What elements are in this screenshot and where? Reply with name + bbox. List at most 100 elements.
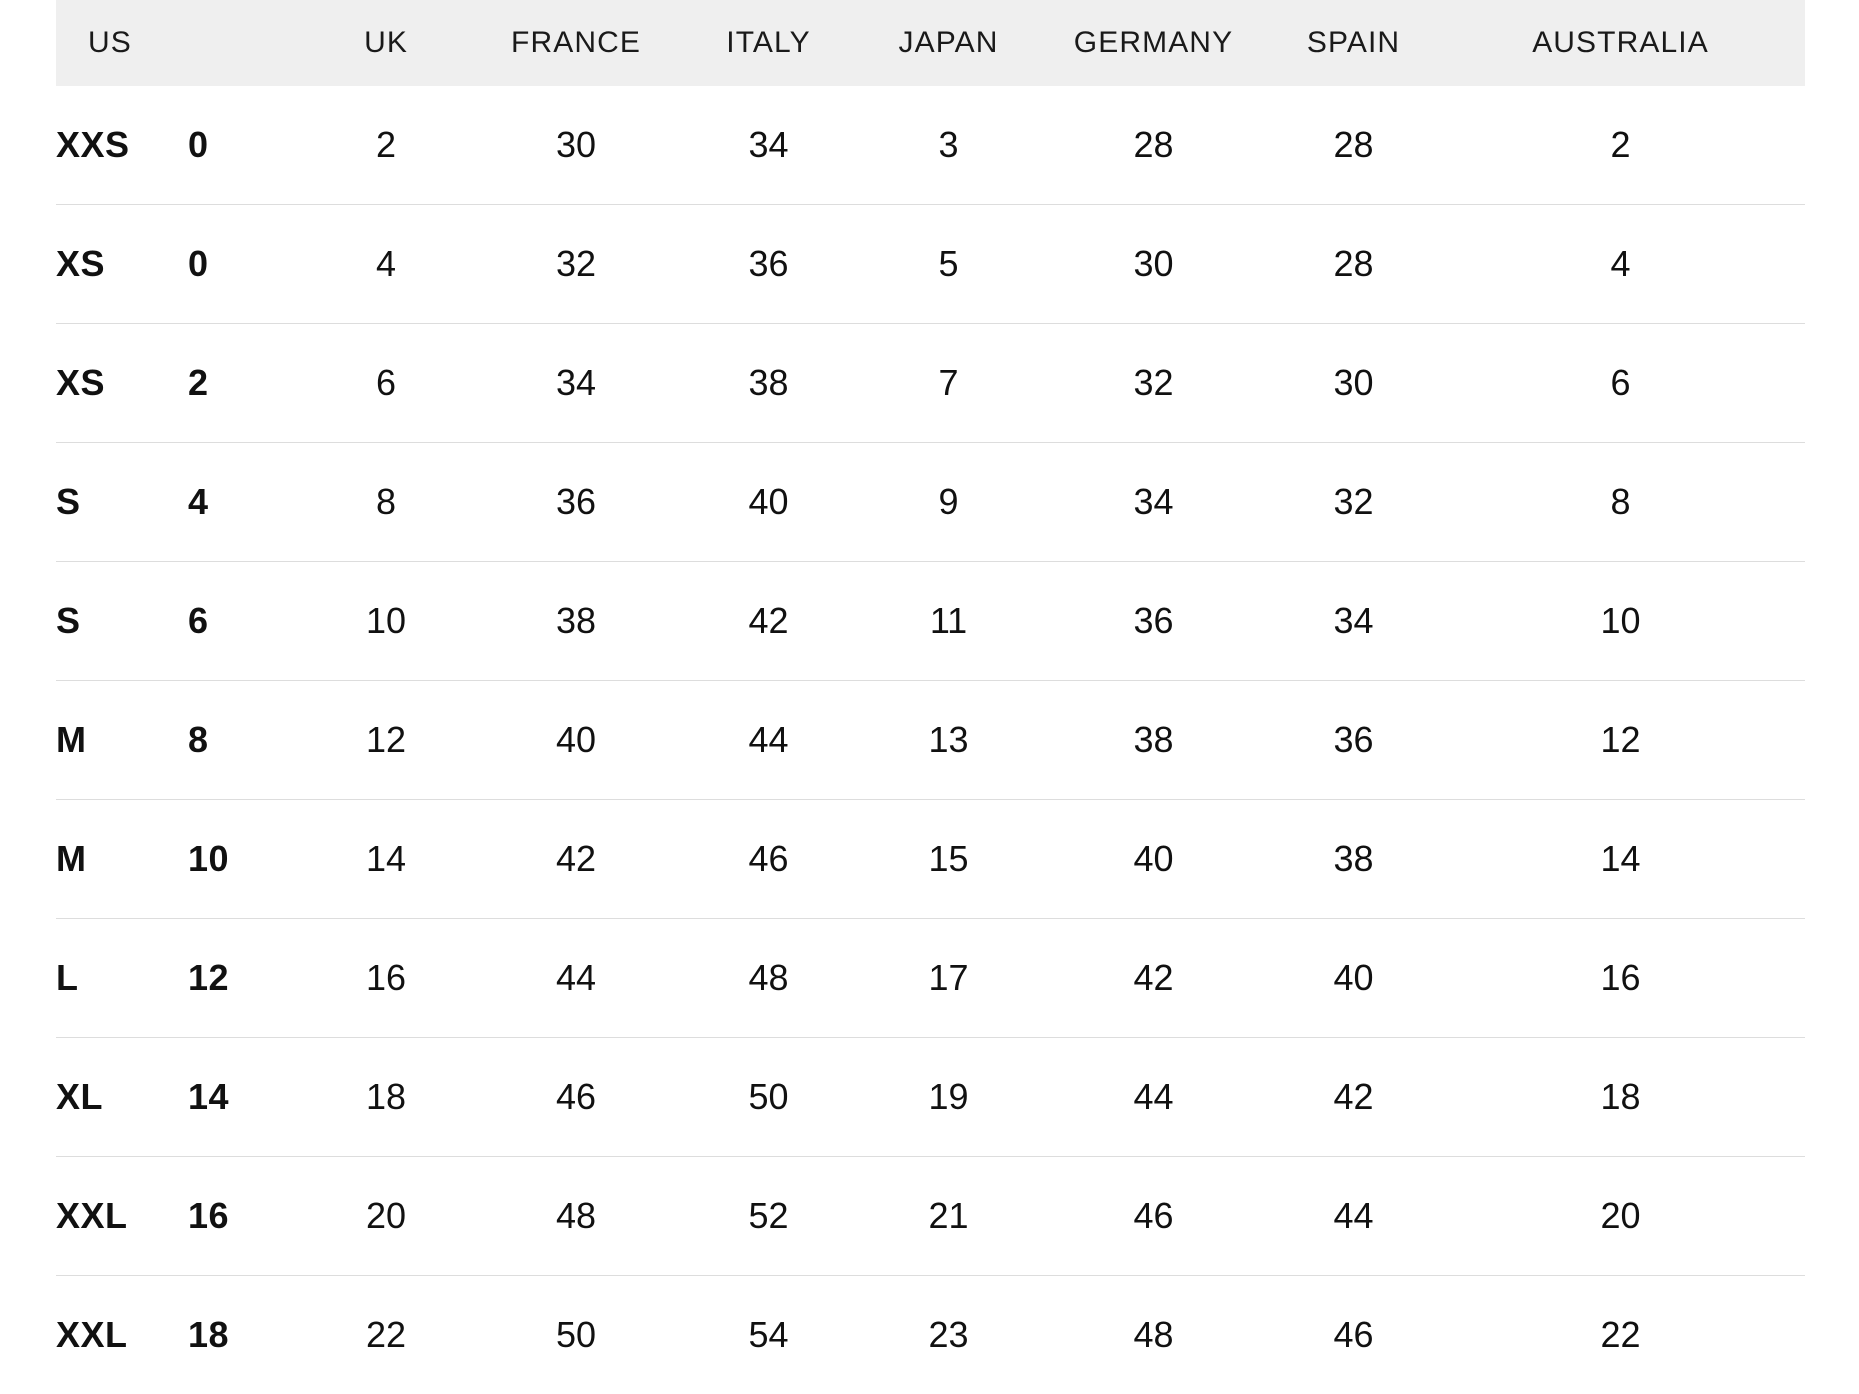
- cell-germany: 32: [1036, 324, 1271, 443]
- cell-spain: 38: [1271, 800, 1436, 919]
- cell-japan: 15: [861, 800, 1036, 919]
- cell-us-size: XS: [56, 324, 188, 443]
- cell-us-number: 6: [188, 562, 296, 681]
- cell-italy: 44: [676, 681, 861, 800]
- cell-uk: 6: [296, 324, 476, 443]
- column-header-us-number: [188, 0, 296, 86]
- cell-spain: 44: [1271, 1157, 1436, 1276]
- column-header-uk: UK: [296, 0, 476, 86]
- size-conversion-table: US UK FRANCE ITALY JAPAN GERMANY SPAIN A…: [56, 0, 1805, 1394]
- cell-us-size: S: [56, 443, 188, 562]
- cell-us-size: XXS: [56, 86, 188, 205]
- cell-france: 38: [476, 562, 676, 681]
- cell-japan: 23: [861, 1276, 1036, 1394]
- cell-us-size: M: [56, 800, 188, 919]
- cell-spain: 34: [1271, 562, 1436, 681]
- cell-france: 32: [476, 205, 676, 324]
- cell-uk: 16: [296, 919, 476, 1038]
- cell-australia: 10: [1436, 562, 1805, 681]
- cell-france: 46: [476, 1038, 676, 1157]
- cell-uk: 22: [296, 1276, 476, 1394]
- column-header-germany: GERMANY: [1036, 0, 1271, 86]
- cell-us-size: S: [56, 562, 188, 681]
- column-header-japan: JAPAN: [861, 0, 1036, 86]
- cell-australia: 4: [1436, 205, 1805, 324]
- cell-australia: 8: [1436, 443, 1805, 562]
- cell-spain: 40: [1271, 919, 1436, 1038]
- cell-us-number: 0: [188, 205, 296, 324]
- cell-japan: 19: [861, 1038, 1036, 1157]
- cell-spain: 42: [1271, 1038, 1436, 1157]
- cell-uk: 8: [296, 443, 476, 562]
- cell-france: 44: [476, 919, 676, 1038]
- cell-japan: 13: [861, 681, 1036, 800]
- cell-germany: 36: [1036, 562, 1271, 681]
- cell-uk: 20: [296, 1157, 476, 1276]
- cell-germany: 42: [1036, 919, 1271, 1038]
- cell-australia: 6: [1436, 324, 1805, 443]
- column-header-us: US: [56, 0, 188, 86]
- cell-australia: 20: [1436, 1157, 1805, 1276]
- cell-uk: 14: [296, 800, 476, 919]
- cell-uk: 2: [296, 86, 476, 205]
- column-header-italy: ITALY: [676, 0, 861, 86]
- cell-uk: 18: [296, 1038, 476, 1157]
- cell-italy: 50: [676, 1038, 861, 1157]
- cell-japan: 3: [861, 86, 1036, 205]
- cell-japan: 11: [861, 562, 1036, 681]
- cell-japan: 17: [861, 919, 1036, 1038]
- cell-italy: 46: [676, 800, 861, 919]
- cell-us-number: 2: [188, 324, 296, 443]
- cell-germany: 34: [1036, 443, 1271, 562]
- cell-italy: 54: [676, 1276, 861, 1394]
- cell-italy: 38: [676, 324, 861, 443]
- cell-australia: 22: [1436, 1276, 1805, 1394]
- cell-us-number: 12: [188, 919, 296, 1038]
- cell-italy: 34: [676, 86, 861, 205]
- cell-germany: 40: [1036, 800, 1271, 919]
- cell-us-size: L: [56, 919, 188, 1038]
- cell-germany: 44: [1036, 1038, 1271, 1157]
- cell-spain: 30: [1271, 324, 1436, 443]
- cell-germany: 46: [1036, 1157, 1271, 1276]
- cell-france: 50: [476, 1276, 676, 1394]
- cell-us-number: 8: [188, 681, 296, 800]
- cell-spain: 28: [1271, 205, 1436, 324]
- cell-uk: 12: [296, 681, 476, 800]
- column-header-australia: AUSTRALIA: [1436, 0, 1805, 86]
- cell-uk: 4: [296, 205, 476, 324]
- cell-australia: 16: [1436, 919, 1805, 1038]
- cell-italy: 42: [676, 562, 861, 681]
- cell-us-size: XL: [56, 1038, 188, 1157]
- cell-us-size: XS: [56, 205, 188, 324]
- cell-australia: 12: [1436, 681, 1805, 800]
- cell-australia: 18: [1436, 1038, 1805, 1157]
- cell-us-number: 16: [188, 1157, 296, 1276]
- cell-france: 42: [476, 800, 676, 919]
- cell-germany: 48: [1036, 1276, 1271, 1394]
- cell-japan: 7: [861, 324, 1036, 443]
- cell-us-size: M: [56, 681, 188, 800]
- cell-uk: 10: [296, 562, 476, 681]
- cell-germany: 38: [1036, 681, 1271, 800]
- cell-spain: 46: [1271, 1276, 1436, 1394]
- cell-france: 30: [476, 86, 676, 205]
- cell-us-size: XXL: [56, 1157, 188, 1276]
- cell-us-number: 14: [188, 1038, 296, 1157]
- cell-japan: 9: [861, 443, 1036, 562]
- cell-italy: 36: [676, 205, 861, 324]
- column-header-france: FRANCE: [476, 0, 676, 86]
- cell-us-size: XXL: [56, 1276, 188, 1394]
- cell-italy: 40: [676, 443, 861, 562]
- cell-france: 40: [476, 681, 676, 800]
- cell-us-number: 4: [188, 443, 296, 562]
- cell-spain: 32: [1271, 443, 1436, 562]
